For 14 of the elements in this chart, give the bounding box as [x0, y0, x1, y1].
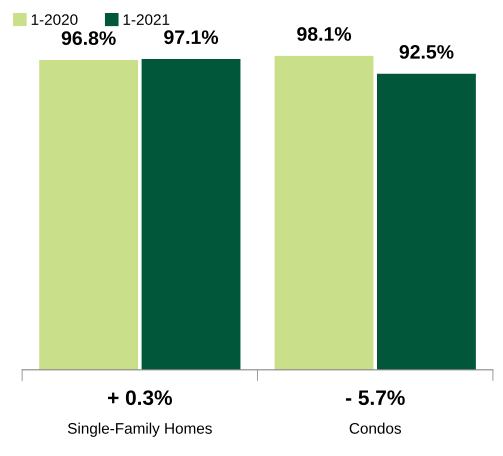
data-label: 92.5% [400, 45, 454, 59]
bar [39, 60, 138, 370]
data-label: 98.1% [297, 27, 352, 41]
bar [142, 59, 240, 370]
data-label: 97.1% [164, 30, 218, 44]
bar [274, 56, 374, 370]
bar [377, 74, 476, 370]
text: - 5.7% [346, 390, 405, 406]
x-tick-label: Single-Family Homes [68, 422, 212, 437]
legend-label: 1-2020 [32, 14, 78, 26]
data-label: 96.8% [62, 31, 116, 46]
legend-label: 1-2021 [124, 14, 170, 26]
text: + 0.3% [108, 390, 172, 406]
x-tick-label: Condos [350, 422, 402, 434]
